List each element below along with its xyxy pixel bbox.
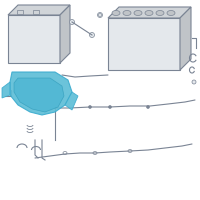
Polygon shape [2,82,10,98]
Ellipse shape [156,10,164,16]
Ellipse shape [134,10,142,16]
Polygon shape [65,92,78,110]
Ellipse shape [70,20,74,24]
Ellipse shape [90,32,95,38]
Ellipse shape [108,106,112,108]
Polygon shape [108,18,180,70]
Polygon shape [10,72,72,115]
Polygon shape [8,5,70,15]
Polygon shape [14,78,64,112]
Polygon shape [60,5,70,63]
Ellipse shape [146,106,150,108]
Ellipse shape [98,12,102,18]
Polygon shape [17,10,23,14]
Polygon shape [108,7,191,18]
Polygon shape [33,10,39,14]
Ellipse shape [112,10,120,16]
Ellipse shape [192,80,196,84]
Polygon shape [180,7,191,70]
Ellipse shape [145,10,153,16]
Polygon shape [8,15,60,63]
Ellipse shape [123,10,131,16]
Ellipse shape [167,10,175,16]
Ellipse shape [88,106,92,108]
